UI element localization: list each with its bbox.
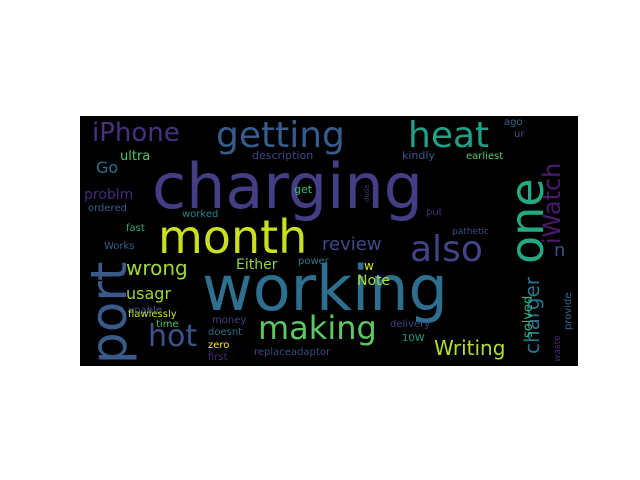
word: replaceadaptor — [254, 347, 331, 358]
word: fast — [126, 223, 145, 234]
word: solved — [521, 295, 536, 338]
word: also — [410, 229, 483, 270]
word: n — [554, 240, 566, 261]
word: usagr — [126, 284, 172, 303]
word: ordered — [88, 203, 127, 214]
word: provide — [563, 292, 574, 330]
word: working — [202, 252, 448, 325]
word: wrong — [126, 256, 188, 280]
word: iPhone — [92, 118, 180, 148]
word: Note — [357, 273, 391, 289]
word: month — [158, 210, 308, 264]
word: worked — [182, 209, 219, 220]
word: description — [252, 149, 314, 162]
word: time — [156, 319, 179, 330]
word: ago — [504, 117, 523, 128]
word: Either — [236, 257, 278, 273]
word: ur — [514, 129, 525, 140]
word: 10W — [402, 333, 425, 344]
word: earliest — [466, 151, 504, 162]
word: review — [322, 234, 382, 255]
word: delivery — [390, 319, 431, 330]
word: zero — [208, 340, 230, 351]
word: iWatch — [538, 162, 566, 244]
word: charging — [152, 150, 424, 223]
word: pathetic — [452, 227, 489, 237]
word: first — [208, 352, 228, 363]
word: flawlessly — [128, 309, 177, 320]
word: unable — [128, 305, 163, 316]
word: making — [258, 309, 377, 347]
word: dude — [363, 184, 371, 202]
word: Works — [104, 241, 135, 252]
word: get — [294, 183, 313, 196]
word: problm — [84, 187, 134, 203]
word: ultra — [120, 149, 151, 164]
word: doesnt — [208, 327, 243, 338]
word: Go — [96, 158, 119, 177]
word: put — [426, 207, 443, 218]
word: power — [298, 256, 329, 267]
word: waste — [553, 335, 563, 362]
word: w — [364, 259, 374, 273]
word: getting — [216, 116, 345, 156]
word: money — [212, 315, 247, 326]
word-cloud: charging working month port one getting … — [80, 116, 578, 366]
word: heat — [408, 116, 490, 156]
word: hot — [148, 319, 198, 354]
word: Writing — [434, 336, 506, 360]
word: kindly — [402, 149, 435, 162]
